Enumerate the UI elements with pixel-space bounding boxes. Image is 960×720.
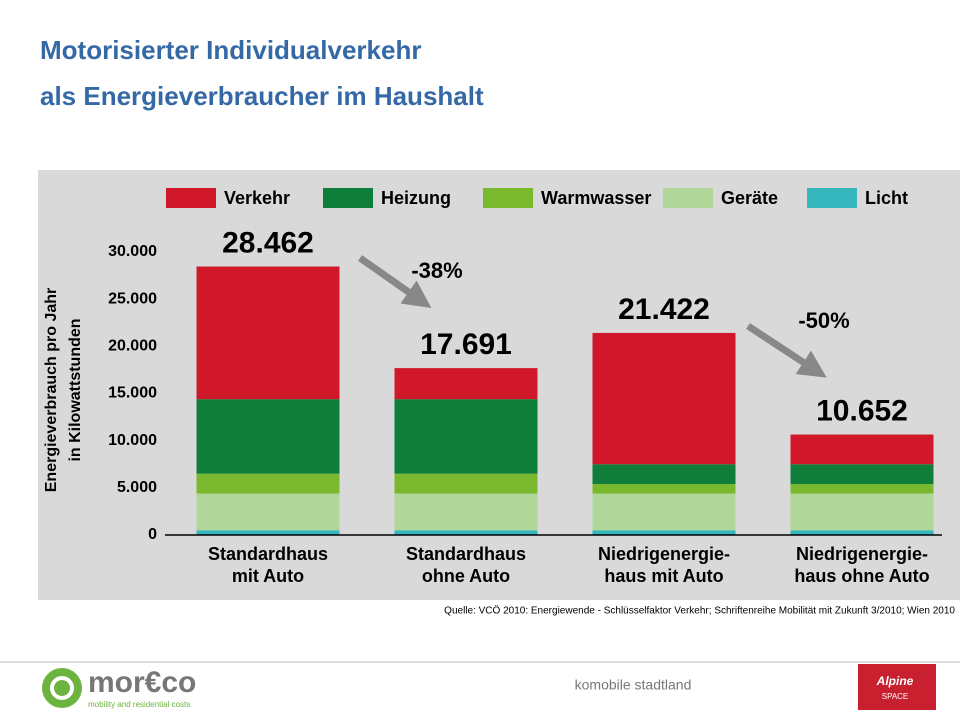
legend-swatch (807, 188, 857, 208)
bar-segment (790, 530, 934, 535)
bar-segment (196, 473, 340, 494)
bar-segment (790, 464, 934, 485)
partner-logo (858, 664, 936, 710)
logo-icon (42, 668, 82, 708)
title-line: als Energieverbraucher im Haushalt (40, 81, 484, 111)
logo-name: mor€co (88, 666, 196, 699)
legend-swatch (483, 188, 533, 208)
total-label: 10.652 (816, 394, 908, 427)
bar-segment (790, 484, 934, 494)
legend-label: Verkehr (224, 188, 290, 208)
total-label: 28.462 (222, 226, 314, 259)
x-tick-label: mit Auto (232, 566, 304, 586)
x-tick-label: Standardhaus (208, 544, 328, 564)
total-label: 17.691 (420, 328, 512, 361)
bar-segment (394, 399, 538, 474)
logo-tagline: mobility and residential costs (88, 700, 190, 709)
annotation: -50% (798, 308, 849, 333)
arrow (357, 255, 432, 309)
x-tick-label: ohne Auto (422, 566, 510, 586)
bar-segment (592, 493, 736, 531)
annotation: -38% (411, 258, 462, 283)
y-tick-label: 20.000 (108, 338, 157, 355)
y-axis-label: in Kilowattstunden (67, 318, 84, 461)
bar-segment (592, 332, 736, 465)
x-tick-label: haus mit Auto (604, 566, 723, 586)
bar-segment (790, 434, 934, 465)
y-tick-label: 5.000 (117, 479, 157, 496)
y-tick-label: 25.000 (108, 290, 157, 307)
x-tick-label: Niedrigenergie- (796, 544, 928, 564)
bar-segment (196, 266, 340, 400)
y-tick-label: 15.000 (108, 385, 157, 402)
arrow (746, 323, 827, 378)
y-tick-label: 30.000 (108, 243, 157, 260)
total-label: 21.422 (618, 293, 710, 326)
x-tick-label: Niedrigenergie- (598, 544, 730, 564)
y-axis-label: Energieverbrauch pro Jahr (43, 288, 60, 493)
legend-label: Geräte (721, 188, 778, 208)
legend-label: Warmwasser (541, 188, 651, 208)
partner-logo-text: Alpine (876, 674, 914, 688)
bar-segment (196, 493, 340, 531)
y-tick-label: 10.000 (108, 432, 157, 449)
partner-logo-text: SPACE (882, 692, 909, 701)
title-line: Motorisierter Individualverkehr (40, 35, 421, 65)
legend-swatch (663, 188, 713, 208)
bar-segment (394, 368, 538, 400)
logo-icon-ring (50, 676, 74, 700)
bar-segment (196, 399, 340, 474)
legend-label: Licht (865, 188, 908, 208)
bar-segment (592, 464, 736, 485)
bar-segment (790, 493, 934, 531)
x-tick-label: haus ohne Auto (794, 566, 929, 586)
source: Quelle: VCÖ 2010: Energiewende - Schlüss… (444, 605, 955, 617)
bar-segment (592, 484, 736, 494)
bar-segment (394, 530, 538, 535)
bar-segment (394, 493, 538, 531)
footer: komobile stadtland (575, 677, 692, 693)
y-tick-label: 0 (148, 526, 157, 543)
x-tick-label: Standardhaus (406, 544, 526, 564)
bar-segment (592, 530, 736, 535)
bar-segment (196, 530, 340, 535)
legend-swatch (166, 188, 216, 208)
legend-label: Heizung (381, 188, 451, 208)
legend-swatch (323, 188, 373, 208)
bar-segment (394, 473, 538, 494)
